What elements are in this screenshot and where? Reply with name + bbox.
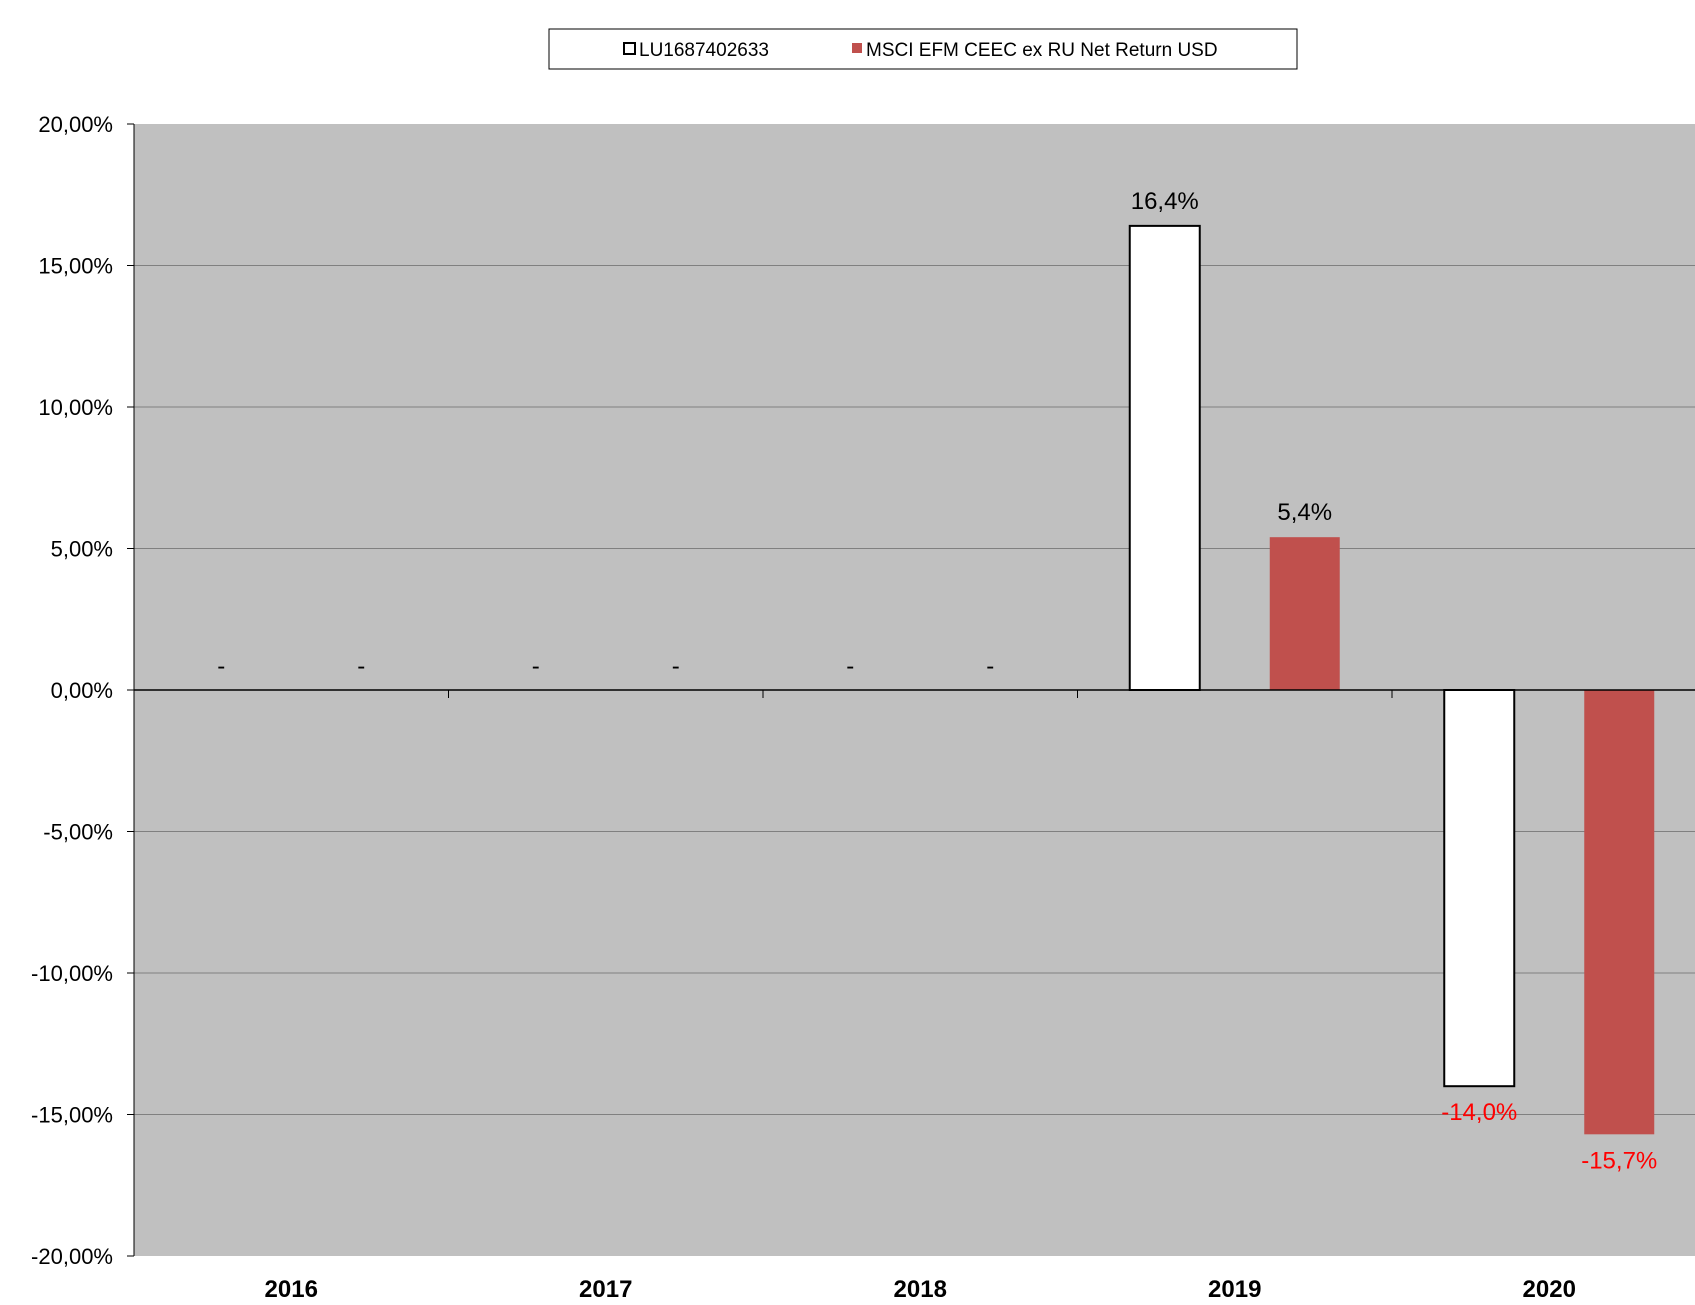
y-tick-label: -10,00%: [31, 961, 113, 986]
axes: 20,00% 15,00% 10,00% 5,00% 0,00% -5,00% -10,00…: [31, 112, 1695, 1303]
bar: [1128, 224, 1201, 691]
legend-label-series-2: MSCI EFM CEEC ex RU Net Return USD: [866, 40, 1218, 61]
data-labels: - - - - - - 16,4% 5,4% -14,0% -15,7%: [217, 188, 1657, 1174]
legend-swatch-series-1: [623, 42, 636, 55]
data-label: 16,4%: [1131, 188, 1199, 215]
y-tick-label: 20,00%: [38, 112, 113, 137]
data-label: -: [986, 653, 994, 680]
legend-box: [548, 28, 1298, 70]
data-label: -: [672, 653, 680, 680]
data-label: -: [846, 653, 854, 680]
x-tick-label: 2020: [1523, 1276, 1576, 1303]
y-tick-label: 0,00%: [51, 678, 113, 703]
y-tick-label: 10,00%: [38, 395, 113, 420]
x-tick-label: 2017: [579, 1276, 632, 1303]
data-label: -15,7%: [1581, 1147, 1657, 1174]
x-tick-label: 2019: [1208, 1276, 1261, 1303]
data-label: -: [357, 653, 365, 680]
bar: [1269, 537, 1340, 690]
legend-swatch-series-2: [852, 43, 862, 53]
data-label: -14,0%: [1441, 1099, 1517, 1126]
y-tick-label: -15,00%: [31, 1103, 113, 1128]
bar: [1584, 690, 1655, 1135]
y-tick-label: -5,00%: [43, 820, 113, 845]
gridlines: [134, 265, 1695, 1115]
legend: LU1687402633 MSCI EFM CEEC ex RU Net Ret…: [548, 28, 1298, 70]
data-label: -: [532, 653, 540, 680]
legend-label-series-1: LU1687402633: [639, 40, 769, 61]
y-tick-label: 5,00%: [51, 537, 113, 562]
data-label: -: [217, 653, 225, 680]
bars: [1128, 224, 1655, 1135]
x-tick-label: 2016: [265, 1276, 318, 1303]
y-tick-label: -20,00%: [31, 1244, 113, 1269]
bar: [1443, 689, 1516, 1088]
data-label: 5,4%: [1277, 499, 1332, 526]
x-tick-label: 2018: [894, 1276, 947, 1303]
y-tick-label: 15,00%: [38, 254, 113, 279]
